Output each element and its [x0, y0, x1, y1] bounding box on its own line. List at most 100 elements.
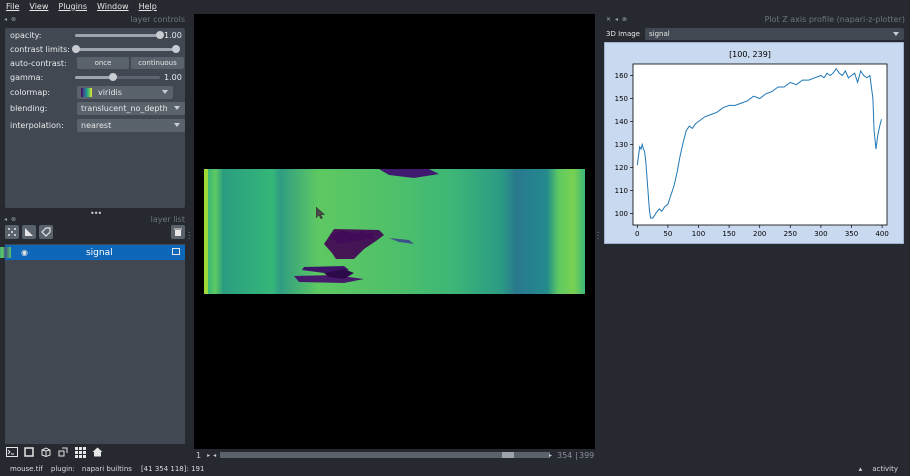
- layer-list: ◉ signal: [5, 244, 185, 444]
- dims-slider-handle[interactable]: [502, 452, 515, 458]
- menu-help[interactable]: Help: [138, 1, 157, 11]
- eye-icon[interactable]: ◉: [21, 248, 28, 257]
- x-tick-label: 50: [663, 230, 672, 238]
- opacity-label: opacity:: [10, 30, 42, 40]
- once-button[interactable]: once: [77, 57, 129, 69]
- menu-plugins[interactable]: Plugins: [58, 1, 88, 11]
- signal-image: [204, 169, 585, 294]
- layer-list-titlebar: ◂ ⊗ layer list: [0, 213, 185, 225]
- colormap-value: viridis: [98, 87, 122, 97]
- cube-icon: [41, 447, 51, 457]
- y-tick-label: 120: [615, 164, 628, 172]
- new-points-layer-button[interactable]: [5, 225, 19, 239]
- axes-frame: [632, 63, 888, 226]
- y-tick-label: 140: [615, 118, 628, 126]
- image-select-row: 3D Image signal: [606, 28, 904, 40]
- x-tick-label: 200: [753, 230, 766, 238]
- home-icon: [92, 447, 102, 457]
- dims-slider[interactable]: [220, 452, 550, 458]
- plot-area[interactable]: [100, 239] 0 50 100 150 200 250 300 350 400 100 11…: [604, 42, 904, 244]
- new-labels-layer-button[interactable]: [39, 225, 53, 239]
- step-back-icon[interactable]: ◂: [213, 452, 217, 459]
- x-tick-label: 100: [692, 230, 705, 238]
- viridis-swatch-icon: [81, 87, 92, 97]
- delete-layer-button[interactable]: [171, 225, 185, 239]
- x-tick-label: 300: [814, 230, 827, 238]
- pin-icon[interactable]: ⊗: [622, 15, 628, 23]
- menu-file[interactable]: File: [6, 1, 20, 11]
- status-plugin-label: plugin:: [50, 465, 75, 473]
- layer-controls-title: layer controls: [130, 14, 185, 24]
- splitter-handle-icon[interactable]: •••: [90, 209, 102, 218]
- image-select[interactable]: signal: [645, 28, 904, 40]
- chevron-down-icon: [893, 32, 899, 36]
- image-select-value: signal: [649, 30, 670, 38]
- series-line: [636, 67, 882, 219]
- chevron-down-icon: [174, 105, 180, 110]
- close-icon[interactable]: ⊗: [11, 215, 17, 223]
- current-slice[interactable]: 354: [557, 451, 573, 460]
- transpose-dims-button[interactable]: [56, 446, 70, 458]
- menu-view[interactable]: View: [29, 1, 49, 11]
- console-button[interactable]: [5, 446, 19, 458]
- activity-button[interactable]: ▴ activity: [849, 465, 898, 473]
- gamma-value: 1.00: [164, 72, 182, 82]
- opacity-slider[interactable]: [75, 30, 164, 39]
- continuous-button[interactable]: continuous: [131, 57, 184, 69]
- axis-label: 1: [196, 451, 202, 460]
- colormap-select[interactable]: viridis: [77, 85, 173, 99]
- grid-icon: [74, 446, 86, 458]
- auto-contrast-label: auto-contrast:: [10, 58, 67, 68]
- status-plugin: napari builtins: [81, 465, 132, 473]
- chevron-down-icon: [174, 122, 180, 127]
- menu-bar: File View Plugins Window Help: [0, 0, 910, 12]
- grid-view-button[interactable]: [73, 446, 87, 458]
- close-icon[interactable]: ✕: [606, 15, 612, 23]
- x-tick-label: 400: [875, 230, 888, 238]
- layer-controls-titlebar: ◂ ⊗ layer controls: [0, 13, 185, 25]
- gamma-slider[interactable]: [75, 72, 160, 81]
- dims-slider-bar: 1 ▸ ◂ ▸ 354 | 399: [194, 450, 595, 461]
- x-tick-label: 0: [635, 230, 639, 238]
- y-tick-label: 100: [615, 210, 628, 218]
- image-select-label: 3D Image: [606, 30, 640, 38]
- layer-list-title: layer list: [150, 214, 185, 224]
- play-icon[interactable]: ▸: [207, 452, 211, 459]
- blending-select[interactable]: translucent_no_depth: [77, 101, 185, 115]
- shapes-icon: [25, 228, 33, 236]
- roll-dims-button[interactable]: [39, 446, 53, 458]
- activity-label: activity: [872, 465, 898, 473]
- interpolation-value: nearest: [81, 120, 112, 130]
- step-forward-icon[interactable]: ▸: [549, 452, 553, 459]
- chart-title: [100, 239]: [729, 50, 771, 59]
- layer-name: signal: [85, 247, 113, 258]
- x-tick-label: 350: [845, 230, 858, 238]
- plot-dock-titlebar: ✕ ◂ ⊗ Plot Z axis profile (napari-z-plotte…: [602, 13, 905, 25]
- menu-window[interactable]: Window: [97, 1, 129, 11]
- gamma-label: gamma:: [10, 72, 44, 82]
- viewer-buttons: [5, 446, 104, 458]
- new-shapes-layer-button[interactable]: [22, 225, 36, 239]
- x-tick-label: 150: [722, 230, 735, 238]
- square-icon: [24, 447, 34, 457]
- image-layer-icon: [172, 248, 180, 255]
- close-icon[interactable]: ⊗: [11, 15, 17, 23]
- layer-row[interactable]: ◉ signal: [5, 245, 185, 260]
- layer-thumbnail: [0, 247, 11, 258]
- tag-icon: [41, 227, 51, 237]
- layer-controls-panel: opacity: 1.00 contrast limits: auto-cont…: [5, 28, 185, 208]
- points-icon: [8, 228, 16, 236]
- float-icon[interactable]: ◂: [4, 15, 8, 23]
- float-icon[interactable]: ◂: [4, 215, 8, 223]
- left-splitter-icon[interactable]: · · ·: [188, 229, 191, 243]
- mouse-cursor-icon: [316, 207, 325, 220]
- y-tick-label: 130: [615, 141, 628, 149]
- right-splitter-icon[interactable]: · · ·: [597, 229, 600, 243]
- viewer-canvas[interactable]: [194, 14, 595, 449]
- chevron-down-icon: [162, 89, 168, 94]
- float-icon[interactable]: ◂: [615, 15, 619, 23]
- ndisplay-button[interactable]: [22, 446, 36, 458]
- contrast-limits-slider[interactable]: [72, 44, 180, 53]
- home-button[interactable]: [90, 446, 104, 458]
- interpolation-select[interactable]: nearest: [77, 118, 185, 132]
